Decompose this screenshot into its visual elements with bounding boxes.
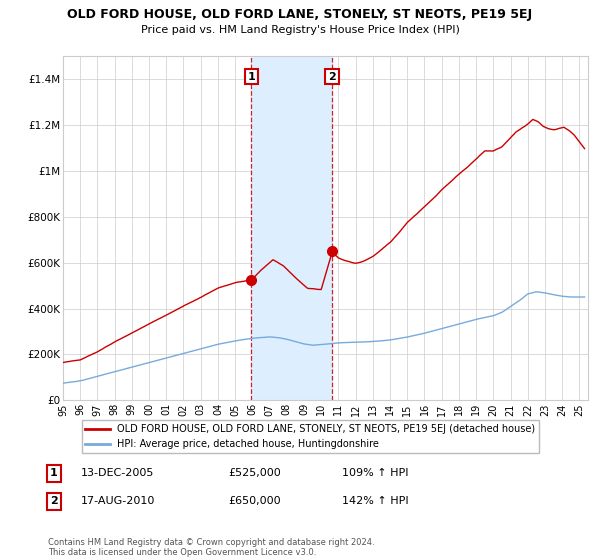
Text: £650,000: £650,000 <box>228 496 281 506</box>
Legend: OLD FORD HOUSE, OLD FORD LANE, STONELY, ST NEOTS, PE19 5EJ (detached house), HPI: OLD FORD HOUSE, OLD FORD LANE, STONELY, … <box>82 421 539 453</box>
Text: 2: 2 <box>50 496 58 506</box>
Text: 1: 1 <box>248 72 256 82</box>
Text: 2: 2 <box>328 72 336 82</box>
Text: 1: 1 <box>50 468 58 478</box>
Text: Contains HM Land Registry data © Crown copyright and database right 2024.
This d: Contains HM Land Registry data © Crown c… <box>48 538 374 557</box>
Text: £525,000: £525,000 <box>228 468 281 478</box>
Text: 109% ↑ HPI: 109% ↑ HPI <box>342 468 409 478</box>
Text: 17-AUG-2010: 17-AUG-2010 <box>81 496 155 506</box>
Bar <box>251 56 332 400</box>
Text: OLD FORD HOUSE, OLD FORD LANE, STONELY, ST NEOTS, PE19 5EJ: OLD FORD HOUSE, OLD FORD LANE, STONELY, … <box>67 8 533 21</box>
Text: 13-DEC-2005: 13-DEC-2005 <box>81 468 154 478</box>
Text: Price paid vs. HM Land Registry's House Price Index (HPI): Price paid vs. HM Land Registry's House … <box>140 25 460 35</box>
Text: 142% ↑ HPI: 142% ↑ HPI <box>342 496 409 506</box>
